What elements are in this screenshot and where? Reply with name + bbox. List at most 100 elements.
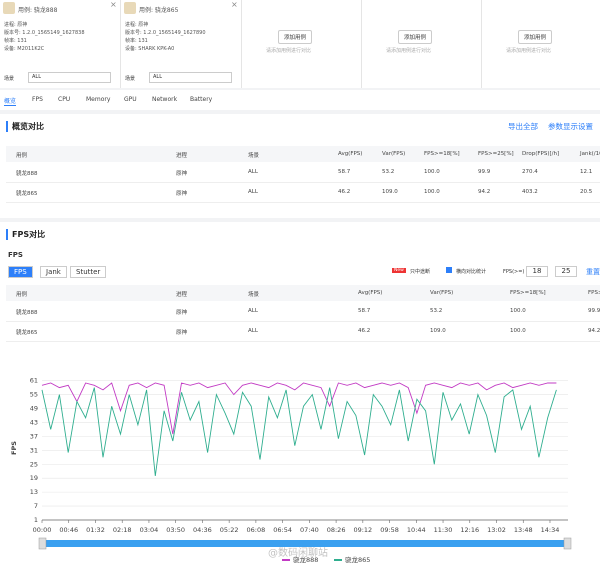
mode-button[interactable]: Jank [40,266,67,278]
mode-button[interactable]: FPS [8,266,33,278]
table-cell: 原神 [176,171,188,177]
option[interactable]: 只中途断 [410,269,431,275]
device-icon [3,2,15,14]
table-cell: ALL [248,328,258,334]
add-hint: 请添加用例进行对比 [266,48,312,54]
device-card [121,0,242,88]
tab[interactable]: FPS [32,96,43,103]
x-tick-label: 00:46 [59,526,78,534]
table-header-cell: FPS>=25[%] [478,151,514,157]
scene-select[interactable]: ALL [28,72,111,83]
device-case: 用例: 骁龙865 [139,7,179,14]
threshold-input[interactable]: 18 [526,266,548,277]
table-cell: 99.9 [478,169,491,175]
table-header-cell: Var(FPS) [430,290,454,296]
y-tick-label: 19 [30,474,38,482]
table-header-cell: Jank(/10min) [580,151,600,157]
y-tick-label: 13 [30,488,38,496]
device-process: 进程: 原神 [125,22,149,28]
x-tick-label: 12:16 [460,526,479,534]
threshold-label: FPS(>=) [503,269,525,275]
device-card [0,0,121,88]
y-tick-label: 37 [30,432,38,440]
slider-handle [38,537,47,550]
x-tick-label: 06:08 [247,526,266,534]
x-tick-label: 02:18 [113,526,132,534]
table-header-cell: FPS>=18[%] [424,151,460,157]
x-tick-label: 07:40 [300,526,319,534]
checkbox[interactable] [446,267,452,273]
chart: 1 7 13 19 25 31 37 43 49 55 61 FPS 00:00 00:46 01:32 02… [10,377,572,564]
table-cell: 58.7 [338,169,351,175]
slider-handle [563,537,572,550]
range-slider [42,540,568,547]
y-tick-label: 25 [30,460,38,468]
x-tick-label: 08:26 [327,526,346,534]
scene-label: 场景 [125,76,136,82]
add-button[interactable]: 添加用例 [518,30,553,44]
table-header-cell: Avg(FPS) [338,151,363,157]
table-cell: 100.0 [510,328,526,334]
add-button[interactable]: 添加用例 [398,30,433,44]
y-tick-label: 31 [30,446,38,454]
table-header-cell: 用例 [16,153,28,159]
device-version: 版本号: 1.2.0_1565149_1627838 [4,30,85,36]
table-cell: 骁龙865 [16,330,38,336]
action-link[interactable]: 导出全部 [508,122,538,131]
x-tick-label: 11:30 [434,526,453,534]
tab[interactable]: GPU [124,96,137,103]
tab[interactable]: Battery [190,96,213,103]
table-cell: 403.2 [522,189,538,195]
table-cell: 109.0 [430,328,446,334]
table-cell: 原神 [176,330,188,336]
table-cell: 99.9 [588,308,600,314]
x-tick-label: 09:58 [380,526,399,534]
tab-bar [0,90,600,110]
add-button[interactable]: 添加用例 [278,30,313,44]
section-title: 概览对比 [6,121,44,132]
device-version: 版本号: 1.2.0_1565149_1627890 [125,30,206,36]
series-line [41,382,557,435]
tab[interactable]: Memory [86,96,111,103]
table-header-cell: FPS>=18[%] [510,290,546,296]
add-hint: 请添加用例进行对比 [506,48,552,54]
tab[interactable]: Network [152,96,178,103]
device-process: 进程: 原神 [4,22,28,28]
close-icon[interactable]: × [110,0,117,9]
y-axis-label: FPS [10,441,18,455]
add-slot [362,0,482,88]
table-cell: 骁龙888 [16,310,38,316]
table-row [6,183,600,203]
close-icon[interactable]: × [231,0,238,9]
table-header [6,146,600,162]
x-tick-label: 01:32 [86,526,105,534]
subtitle: FPS [8,251,23,259]
table-cell: 46.2 [358,328,371,334]
table-row [6,302,600,322]
mode-button[interactable]: Stutter [70,266,107,278]
device-icon [124,2,136,14]
table-cell: 骁龙888 [16,171,38,177]
y-tick-label: 7 [34,502,38,510]
y-tick-label: 1 [34,516,38,524]
table-cell: 12.1 [580,169,593,175]
x-tick-label: 03:04 [140,526,159,534]
y-tick-label: 55 [30,391,38,399]
x-tick-label: 09:12 [353,526,372,534]
x-tick-label: 03:50 [166,526,185,534]
action-link[interactable]: 参数显示设置 [548,122,593,131]
x-tick-label: 14:34 [541,526,560,534]
option[interactable]: 横向对比统计 [456,269,487,275]
reset-link[interactable]: 重置 [586,268,600,276]
legend-label: 骁龙865 [345,555,370,564]
threshold-input[interactable]: 25 [555,266,577,277]
table-header [6,285,600,301]
tab[interactable]: 概览 [4,98,17,106]
series-line [41,387,557,476]
tab[interactable]: CPU [58,96,71,103]
add-hint: 请添加用例进行对比 [386,48,432,54]
device-case: 用例: 骁龙888 [18,7,58,14]
scene-select[interactable]: ALL [149,72,232,83]
table-row [6,322,600,342]
